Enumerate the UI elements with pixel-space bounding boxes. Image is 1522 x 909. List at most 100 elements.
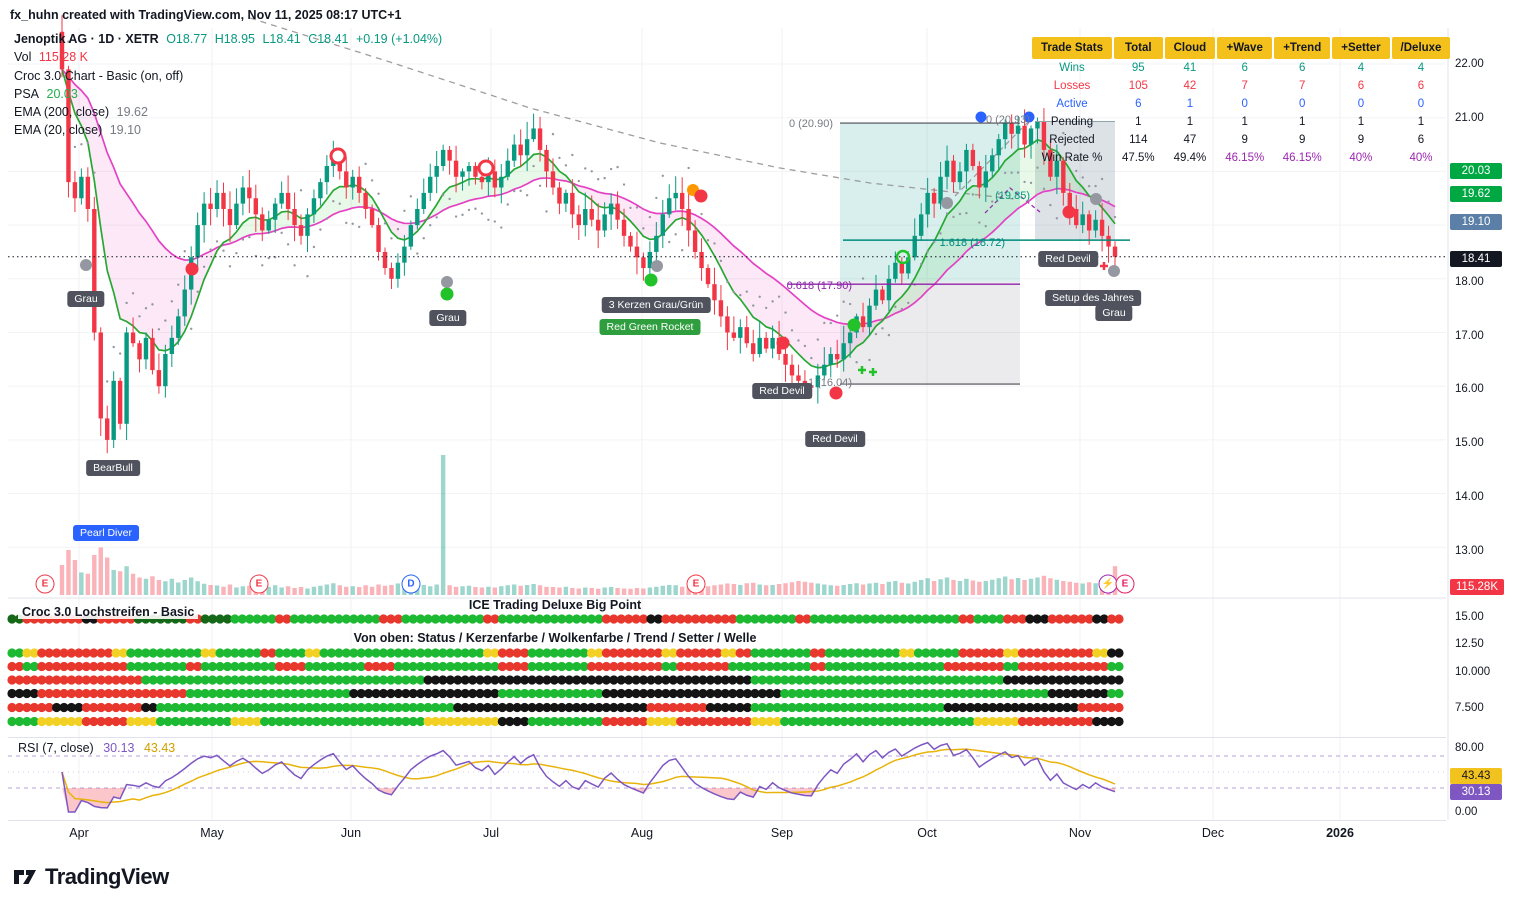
price-axis-badge: 115.28K	[1450, 579, 1504, 595]
ema200-value: 19.62	[116, 105, 148, 119]
big-point-title: ICE Trading Deluxe Big Point	[468, 598, 642, 612]
price-axis-badge: 43.43	[1450, 768, 1502, 784]
time-axis-label: 2026	[1326, 826, 1354, 840]
annotation-tag: Setup des Jahres	[1045, 290, 1141, 306]
trade-stats-value: 40%	[1409, 152, 1433, 164]
trade-stats-header: +Setter	[1332, 37, 1390, 59]
tradingview-logo-text: TradingView	[45, 864, 169, 889]
time-axis-label: Dec	[1201, 826, 1225, 840]
trade-stats-header: /Deluxe	[1391, 37, 1451, 59]
event-badge[interactable]: E	[35, 574, 55, 594]
event-badge[interactable]: E	[686, 574, 706, 594]
trade-stats-value: 1	[1241, 116, 1248, 128]
lochstreifen-title[interactable]: Croc 3.0 Lochstreifen - Basic	[18, 605, 199, 619]
time-axis[interactable]: Apr May Jun Jul Aug Sep Oct Nov Dec 2026	[0, 826, 1446, 844]
trade-stats-value: 4	[1417, 62, 1425, 74]
trade-stats-value: 0	[1417, 98, 1425, 110]
price-axis-label: 7.500	[1455, 702, 1484, 714]
trade-stats-value: 40%	[1349, 152, 1373, 164]
fib-level-label: 1 (16.04)	[807, 377, 852, 389]
price-axis-label: 15.00	[1455, 611, 1484, 623]
price-axis-badge: 18.41	[1450, 251, 1502, 267]
trade-stats-value: 9	[1299, 134, 1306, 146]
trade-stats-value: 47.5%	[1122, 152, 1155, 164]
trade-stats-row-label: Wins	[1059, 62, 1085, 74]
legend-ema20-row[interactable]: EMA (20, close) 19.10	[14, 122, 446, 139]
trade-stats-value: 49.4%	[1173, 152, 1207, 164]
price-axis-label: 16.00	[1455, 383, 1484, 395]
trade-stats-row-label: Rejected	[1049, 134, 1095, 146]
change-value: +0.19 (+1.04%)	[356, 32, 443, 46]
fib-level-label: 0 (20.90)	[788, 118, 833, 130]
legend-croc-row[interactable]: Croc 3.0 Chart - Basic (on, off)	[14, 68, 446, 85]
trade-stats-value: 114	[1129, 134, 1148, 146]
event-badge[interactable]: E	[1115, 574, 1135, 594]
chart-legend: Jenoptik AG · 1D · XETR O18.77 H18.95 L1…	[14, 31, 446, 141]
trade-stats-value: 1	[1299, 116, 1306, 128]
price-axis-label: 13.00	[1455, 545, 1484, 557]
event-badge[interactable]: E	[249, 574, 269, 594]
legend-symbol-row[interactable]: Jenoptik AG · 1D · XETR O18.77 H18.95 L1…	[14, 31, 446, 48]
price-axis-label: 0.00	[1455, 806, 1478, 818]
price-axis-label: 18.00	[1455, 276, 1484, 288]
von-oben-title: Von oben: Status / Kerzenfarbe / Wolkenf…	[353, 631, 757, 645]
trade-stats-value: 47	[1183, 134, 1197, 146]
tradingview-logo-icon	[14, 870, 36, 884]
trade-stats-header: +Trend	[1274, 37, 1331, 59]
trade-stats-value: 9	[1357, 134, 1365, 146]
rsi-value: 30.13	[103, 741, 135, 755]
legend-volume-row[interactable]: Vol 115.28 K	[14, 49, 446, 66]
time-axis-label: Nov	[1068, 826, 1092, 840]
price-axis-label: 22.00	[1455, 58, 1484, 70]
trade-stats-value: 7	[1241, 80, 1248, 92]
time-axis-label: Jul	[483, 826, 499, 840]
ema200-label: EMA (200, close)	[14, 105, 110, 119]
ohlc-close: C18.41	[308, 32, 349, 46]
trade-stats-row-label: Win Rate %	[1041, 152, 1103, 164]
trade-stats-value: 0	[1357, 98, 1365, 110]
trade-stats-value: 0	[1241, 98, 1248, 110]
event-badge[interactable]: ⚡	[1098, 574, 1118, 594]
price-axis-label: 12.50	[1455, 638, 1484, 650]
price-axis-label: 17.00	[1455, 330, 1484, 342]
annotation-tag: Grau	[429, 310, 467, 326]
vol-label: Vol	[14, 50, 32, 65]
psa-label: PSA	[14, 86, 40, 101]
annotation-tag: Grau	[1095, 305, 1133, 321]
annotation-tag: Pearl Diver	[73, 525, 139, 541]
annotation-tag: Red Green Rocket	[599, 319, 701, 335]
croc-indicator-label: Croc 3.0 Chart - Basic (on, off)	[14, 68, 184, 83]
trade-stats-value: 42	[1183, 80, 1197, 92]
time-axis-label: Apr	[69, 826, 89, 840]
rsi-legend[interactable]: RSI (7, close) 30.13 43.43	[18, 741, 175, 755]
trade-stats-value: 6	[1135, 98, 1142, 110]
trade-stats-row-label: Losses	[1053, 80, 1091, 92]
trade-stats-value: 6	[1357, 80, 1365, 92]
price-axis-label: 14.00	[1455, 491, 1484, 503]
annotation-tag: BearBull	[86, 460, 140, 476]
annotation-tag: Grau	[67, 291, 105, 307]
tradingview-logo[interactable]: TradingView	[12, 864, 169, 890]
price-axis-badge: 20.03	[1450, 163, 1502, 179]
legend-ema200-row[interactable]: EMA (200, close) 19.62	[14, 104, 446, 121]
trade-stats-row-label: Active	[1056, 98, 1088, 110]
trade-stats-value: 41	[1183, 62, 1197, 74]
fib-level-label: 0.618 (17.90)	[786, 280, 852, 292]
legend-psa-row[interactable]: PSA 20.03	[14, 86, 446, 103]
price-axis-label: 21.00	[1455, 112, 1484, 124]
trade-stats-value: 46.15%	[1225, 152, 1265, 164]
trade-stats-header: Trade Stats	[1032, 37, 1112, 59]
trade-stats-value: 0	[1299, 98, 1306, 110]
trade-stats-header: Total	[1114, 37, 1163, 59]
trade-stats-value: 105	[1128, 80, 1148, 92]
time-axis-label: Sep	[770, 826, 794, 840]
price-axis-badge: 19.62	[1450, 186, 1502, 202]
price-axis-badge: 30.13	[1450, 784, 1502, 800]
price-axis-label: 15.00	[1455, 437, 1484, 449]
ema20-label: EMA (20, close)	[14, 123, 103, 138]
trade-stats-value: 1	[1186, 116, 1194, 128]
ohlc-high: H18.95	[214, 32, 255, 46]
fib-level-label: 1.618 (18.72)	[939, 237, 1005, 249]
event-badge[interactable]: D	[401, 574, 421, 594]
